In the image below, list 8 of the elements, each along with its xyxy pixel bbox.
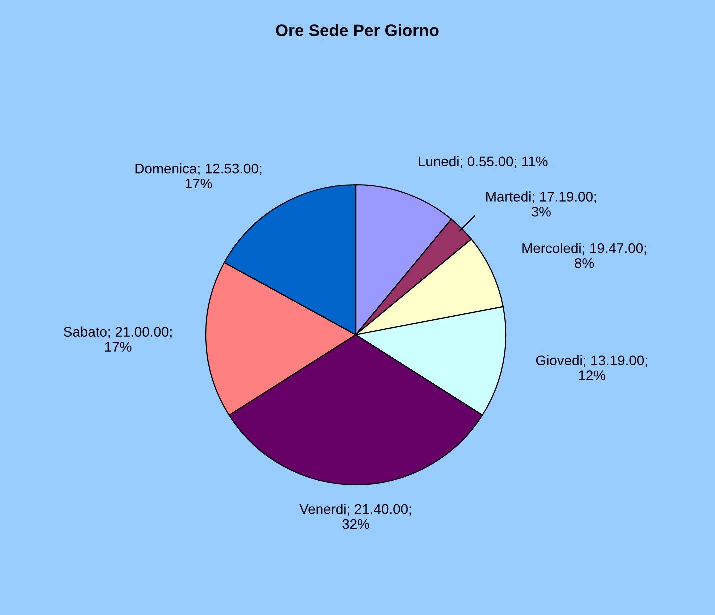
slice-label: Domenica; 12.53.00; 17% <box>136 164 262 189</box>
slice-label: Mercoledi; 19.47.00; 8% <box>522 243 646 268</box>
chart-title: Ore Sede Per Giorno <box>276 24 439 36</box>
slice-label: Lunedi; 0.55.00; 11% <box>419 156 548 168</box>
slice-label: Venerdi; 21.40.00; 32% <box>300 504 412 530</box>
slice-label: Giovedi; 13.19.00; 12% <box>536 355 648 380</box>
slice-label: Sabato; 21.00.00; 17% <box>64 326 172 352</box>
slice-label: Martedi; 17.19.00; 3% <box>486 192 596 217</box>
